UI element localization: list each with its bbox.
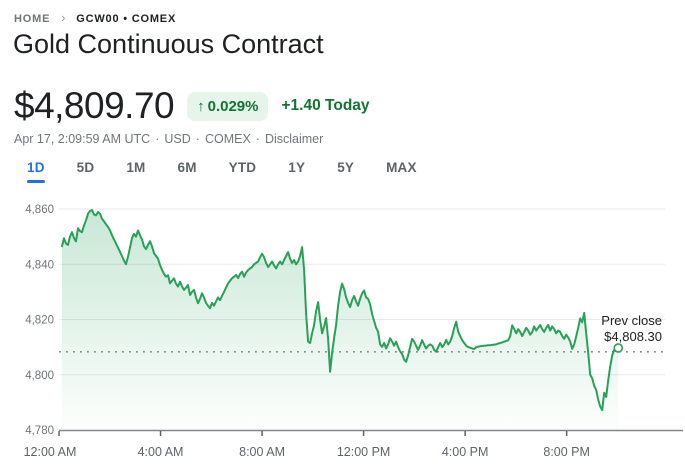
up-arrow-icon: ↑ bbox=[197, 97, 205, 115]
y-axis-label: 4,820 bbox=[25, 315, 54, 327]
meta-part: COMEX bbox=[204, 132, 251, 146]
x-axis-label: 8:00 AM bbox=[239, 445, 285, 459]
current-price: $4,809.70 bbox=[14, 85, 175, 126]
meta-separator: · bbox=[195, 132, 200, 146]
range-tabs: 1D 5D 1M 6M YTD 1Y 5Y MAX bbox=[27, 160, 417, 183]
price-line bbox=[61, 209, 620, 412]
x-axis-label: 4:00 AM bbox=[138, 445, 184, 459]
tab-1m[interactable]: 1M bbox=[126, 160, 146, 175]
meta-separator: · bbox=[155, 132, 160, 146]
meta-part: USD bbox=[164, 132, 191, 146]
meta-separator: · bbox=[255, 132, 260, 146]
current-price-dot bbox=[613, 343, 624, 353]
tab-5d[interactable]: 5D bbox=[76, 160, 95, 175]
y-axis-label: 4,800 bbox=[25, 370, 54, 382]
change-today: +1.40 Today bbox=[281, 97, 369, 115]
tab-5y[interactable]: 5Y bbox=[337, 160, 355, 175]
quote-meta: Apr 17, 2:09:59 AM UTC · USD · COMEX · Disclai… bbox=[14, 132, 323, 146]
change-percent-badge: ↑ 0.029% bbox=[187, 91, 269, 121]
tab-6m[interactable]: 6M bbox=[177, 160, 197, 175]
tab-ytd[interactable]: YTD bbox=[228, 160, 257, 175]
breadcrumb: HOME › GCW00 • COMEX bbox=[14, 10, 176, 25]
y-axis-label: 4,780 bbox=[25, 425, 54, 437]
change-period: Today bbox=[325, 97, 370, 114]
y-axis-label: 4,840 bbox=[25, 259, 54, 271]
page-title: Gold Continuous Contract bbox=[13, 29, 324, 59]
disclaimer-link[interactable]: Disclaimer bbox=[264, 132, 324, 146]
change-absolute: +1.40 bbox=[281, 97, 321, 114]
breadcrumb-current: GCW00 • COMEX bbox=[76, 13, 177, 25]
x-axis-label: 8:00 PM bbox=[543, 445, 590, 459]
change-percent: 0.029% bbox=[207, 97, 259, 115]
tab-1d[interactable]: 1D bbox=[27, 160, 45, 183]
x-axis-label: 4:00 PM bbox=[442, 445, 489, 459]
chevron-right-icon: › bbox=[61, 10, 66, 25]
tab-max[interactable]: MAX bbox=[386, 160, 417, 175]
area-fill bbox=[62, 210, 619, 430]
x-axis-label: 12:00 PM bbox=[337, 445, 391, 459]
prev-close-value: $4,808.30 bbox=[604, 329, 662, 344]
x-axis-label: 12:00 AM bbox=[24, 445, 77, 459]
breadcrumb-home[interactable]: HOME bbox=[14, 13, 51, 25]
prev-close-annotation: Prev close $4,808.30 bbox=[601, 313, 662, 345]
tab-1y[interactable]: 1Y bbox=[288, 160, 306, 175]
y-axis-label: 4,860 bbox=[25, 204, 54, 216]
price-row: $4,809.70 ↑ 0.029% +1.40 Today bbox=[14, 85, 370, 127]
meta-part: Apr 17, 2:09:59 AM UTC bbox=[14, 132, 151, 146]
prev-close-label: Prev close bbox=[601, 313, 662, 328]
